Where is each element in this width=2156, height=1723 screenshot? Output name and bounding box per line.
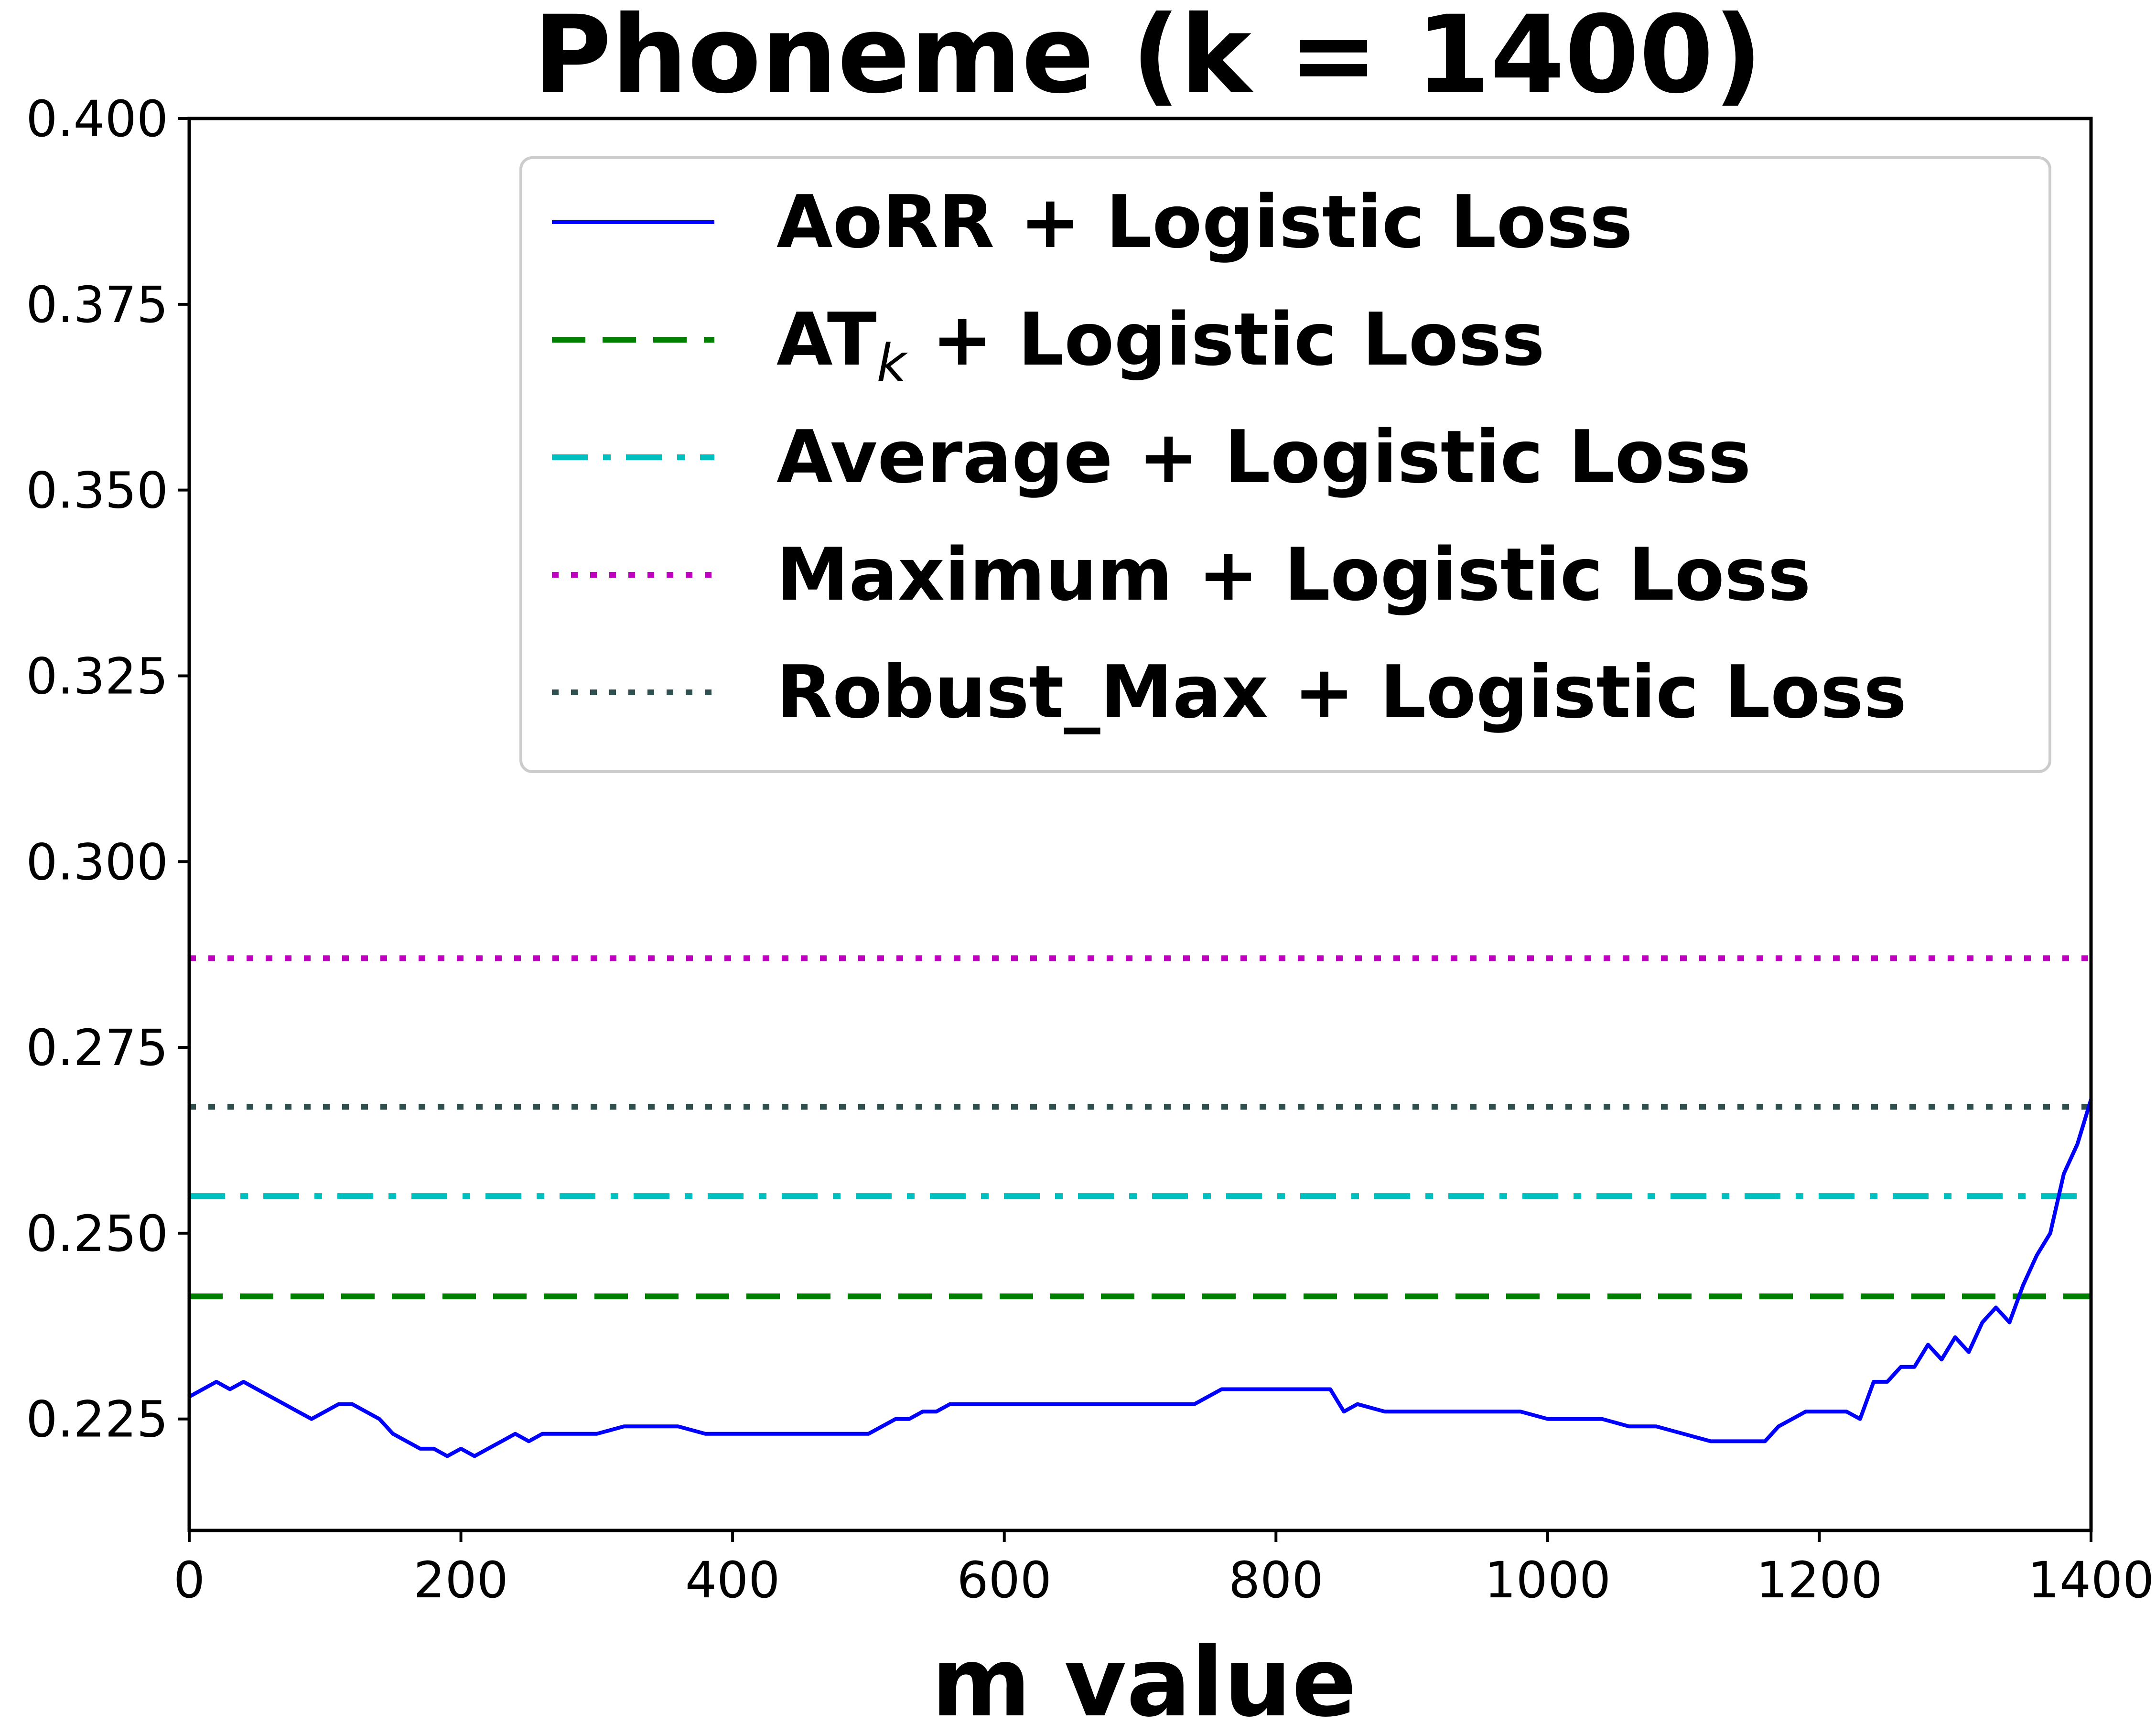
legend-label-main: Robust_Max + Logistic Loss [776,650,1907,734]
legend-label-tail: + Logistic Loss [906,297,1545,382]
x-tick-label: 800 [1229,1551,1324,1609]
x-tick-label: 200 [413,1551,508,1609]
x-tick-label: 1200 [1756,1551,1883,1609]
legend-label-main: AT [776,297,877,382]
legend-label: ATk + Logistic Loss [776,297,1545,393]
x-tick-label: 400 [685,1551,780,1609]
legend-label-main: Maximum + Logistic Loss [776,532,1811,617]
y-tick-label: 0.225 [26,1390,168,1449]
y-tick-label: 0.250 [26,1205,168,1263]
y-tick-label: 0.400 [26,90,168,148]
x-tick-label: 1400 [2028,1551,2155,1609]
legend-label: Average + Logistic Loss [776,415,1751,499]
y-tick-label: 0.300 [26,833,168,891]
legend-box [519,156,2051,773]
x-tick-label: 600 [957,1551,1052,1609]
legend-label-subscript: k [877,334,909,393]
chart-title: Phoneme (k = 1400) [533,0,1762,117]
x-axis-label: m value [931,1627,1357,1723]
x-tick-label: 0 [173,1551,205,1609]
x-tick-label: 1000 [1485,1551,1611,1609]
y-tick-label: 0.325 [26,647,168,705]
y-tick-label: 0.350 [26,462,168,520]
legend-label: AoRR + Logistic Loss [776,180,1633,264]
legend-label-main: Average + Logistic Loss [776,415,1751,499]
series-line-1 [188,1098,2093,1458]
y-tick-label: 0.275 [26,1019,168,1077]
legend-label-main: AoRR + Logistic Loss [776,180,1633,264]
legend-label: Robust_Max + Logistic Loss [776,650,1907,734]
legend-label: Maximum + Logistic Loss [776,532,1811,617]
y-tick-label: 0.375 [26,276,168,334]
x-axis: 0 200 400 600 800 1000 1200 1400 [173,1530,2154,1609]
series-layer [188,955,2093,1458]
y-axis: 0.225 0.250 0.275 0.300 0.325 0.350 0.375 0.400 [26,90,189,1449]
plot-frame [187,117,2093,1532]
